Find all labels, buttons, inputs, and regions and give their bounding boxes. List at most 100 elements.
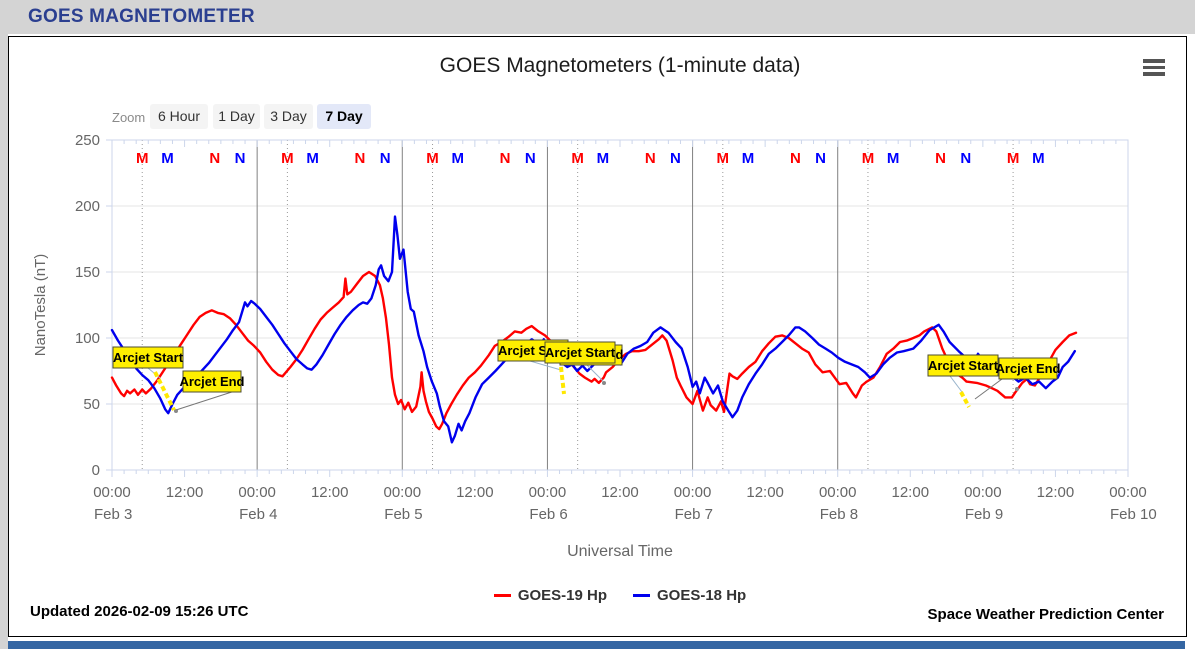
satellite-marker-n: N bbox=[670, 150, 681, 167]
page-title: GOES MAGNETOMETER bbox=[28, 6, 255, 27]
y-tick-label: 100 bbox=[75, 330, 100, 347]
x-date-label: Feb 3 bbox=[94, 506, 132, 523]
x-tick-label: 00:00 bbox=[674, 484, 712, 501]
x-tick-label: 12:00 bbox=[311, 484, 349, 501]
hamburger-menu-icon[interactable] bbox=[1143, 59, 1165, 76]
y-tick-label: 50 bbox=[83, 396, 100, 413]
page-left-margin bbox=[0, 34, 8, 649]
legend-item-goes-18[interactable]: GOES-18 Hp bbox=[633, 587, 746, 604]
y-tick-label: 150 bbox=[75, 264, 100, 281]
arcjet-connector-line bbox=[974, 378, 1003, 400]
satellite-marker-n: N bbox=[790, 150, 801, 167]
x-date-label: Feb 7 bbox=[675, 506, 713, 523]
satellite-marker-m: M bbox=[281, 150, 294, 167]
chart-card bbox=[8, 36, 1187, 637]
zoom-button-3-day[interactable]: 3 Day bbox=[264, 104, 313, 129]
satellite-marker-n: N bbox=[645, 150, 656, 167]
satellite-marker-n: N bbox=[235, 150, 246, 167]
plot-border bbox=[111, 139, 1129, 471]
satellite-marker-m: M bbox=[1032, 150, 1045, 167]
page-header-band: GOES MAGNETOMETER bbox=[0, 0, 1195, 34]
next-section-bar bbox=[8, 641, 1185, 649]
x-tick-label: 00:00 bbox=[529, 484, 567, 501]
chart-legend: GOES-19 Hp GOES-18 Hp bbox=[112, 585, 1128, 605]
arcjet-label: Arcjet Start bbox=[112, 346, 184, 369]
satellite-marker-m: M bbox=[597, 150, 610, 167]
x-tick-label: 12:00 bbox=[746, 484, 784, 501]
x-tick-label: 00:00 bbox=[384, 484, 422, 501]
x-tick-label: 00:00 bbox=[819, 484, 857, 501]
satellite-marker-m: M bbox=[451, 150, 464, 167]
legend-label-goes-19: GOES-19 Hp bbox=[517, 586, 607, 604]
x-tick-label: 00:00 bbox=[964, 484, 1002, 501]
satellite-marker-n: N bbox=[500, 150, 511, 167]
arcjet-label: Arcjet End bbox=[995, 357, 1061, 380]
arcjet-point-marker bbox=[174, 409, 178, 413]
goes-19-legend-dash-icon bbox=[493, 593, 511, 597]
x-axis-title: Universal Time bbox=[567, 543, 673, 560]
satellite-marker-n: N bbox=[380, 150, 391, 167]
satellite-marker-m: M bbox=[306, 150, 319, 167]
x-date-label: Feb 6 bbox=[529, 506, 567, 523]
arcjet-period-mark bbox=[559, 366, 566, 395]
satellite-marker-m: M bbox=[862, 150, 875, 167]
x-date-label: Feb 8 bbox=[820, 506, 858, 523]
satellite-marker-m: M bbox=[887, 150, 900, 167]
x-date-label: Feb 10 bbox=[1110, 506, 1157, 523]
satellite-marker-n: N bbox=[209, 150, 220, 167]
legend-item-goes-19[interactable]: GOES-19 Hp bbox=[493, 586, 607, 604]
x-tick-label: 00:00 bbox=[1109, 484, 1147, 501]
satellite-marker-m: M bbox=[161, 150, 174, 167]
svg-text:Arcjet End: Arcjet End bbox=[179, 374, 244, 389]
satellite-marker-m: M bbox=[426, 150, 439, 167]
x-tick-label: 12:00 bbox=[456, 484, 494, 501]
y-tick-label: 0 bbox=[92, 462, 100, 479]
satellite-marker-m: M bbox=[571, 150, 584, 167]
x-date-label: Feb 9 bbox=[965, 506, 1003, 523]
satellite-marker-m: M bbox=[742, 150, 755, 167]
arcjet-period-mark bbox=[959, 391, 971, 408]
zoom-button-7-day[interactable]: 7 Day bbox=[317, 104, 371, 129]
credit-text: Space Weather Prediction Center bbox=[927, 606, 1164, 623]
svg-text:Arcjet Start: Arcjet Start bbox=[928, 358, 999, 373]
x-date-label: Feb 5 bbox=[384, 506, 422, 523]
arcjet-connector-line bbox=[584, 362, 604, 382]
zoom-range-label: Zoom bbox=[112, 110, 146, 125]
x-tick-label: 12:00 bbox=[1037, 484, 1075, 501]
zoom-button-6-hour[interactable]: 6 Hour bbox=[150, 104, 208, 129]
arcjet-label: Arcjet End bbox=[179, 370, 245, 393]
satellite-marker-m: M bbox=[1007, 150, 1020, 167]
goes-18-legend-dash-icon bbox=[633, 593, 650, 597]
arcjet-label: Arcjet Start bbox=[927, 354, 999, 377]
satellite-marker-n: N bbox=[525, 150, 536, 167]
svg-text:Arcjet End: Arcjet End bbox=[995, 361, 1060, 376]
x-date-label: Feb 4 bbox=[239, 506, 277, 523]
arcjet-connector-line bbox=[529, 360, 562, 371]
arcjet-connector-line bbox=[175, 389, 239, 411]
x-tick-label: 00:00 bbox=[93, 484, 131, 501]
satellite-marker-m: M bbox=[717, 150, 730, 167]
arcjet-point-marker bbox=[602, 381, 606, 385]
arcjet-label: Arcjet Start bbox=[544, 341, 616, 364]
goes-18-line bbox=[110, 215, 1076, 444]
svg-text:Arcjet Start: Arcjet Start bbox=[113, 350, 184, 365]
satellite-marker-n: N bbox=[960, 150, 971, 167]
svg-text:Arcjet Start: Arcjet Start bbox=[545, 345, 616, 360]
chart-title: GOES Magnetometers (1-minute data) bbox=[439, 54, 801, 77]
satellite-marker-m: M bbox=[136, 150, 149, 167]
satellite-marker-n: N bbox=[355, 150, 366, 167]
y-tick-label: 200 bbox=[75, 198, 100, 215]
y-axis-title: NanoTesla (nT) bbox=[32, 254, 49, 357]
satellite-marker-n: N bbox=[815, 150, 826, 167]
arcjet-point-marker bbox=[1015, 387, 1019, 391]
x-tick-label: 00:00 bbox=[238, 484, 276, 501]
x-tick-label: 12:00 bbox=[601, 484, 639, 501]
x-tick-label: 12:00 bbox=[892, 484, 930, 501]
arcjet-connector-line bbox=[949, 375, 963, 393]
zoom-button-1-day[interactable]: 1 Day bbox=[213, 104, 260, 129]
updated-timestamp: Updated 2026-02-09 15:26 UTC bbox=[30, 603, 249, 620]
arcjet-period-mark bbox=[153, 371, 176, 411]
y-tick-label: 250 bbox=[75, 132, 100, 149]
x-tick-label: 12:00 bbox=[166, 484, 204, 501]
